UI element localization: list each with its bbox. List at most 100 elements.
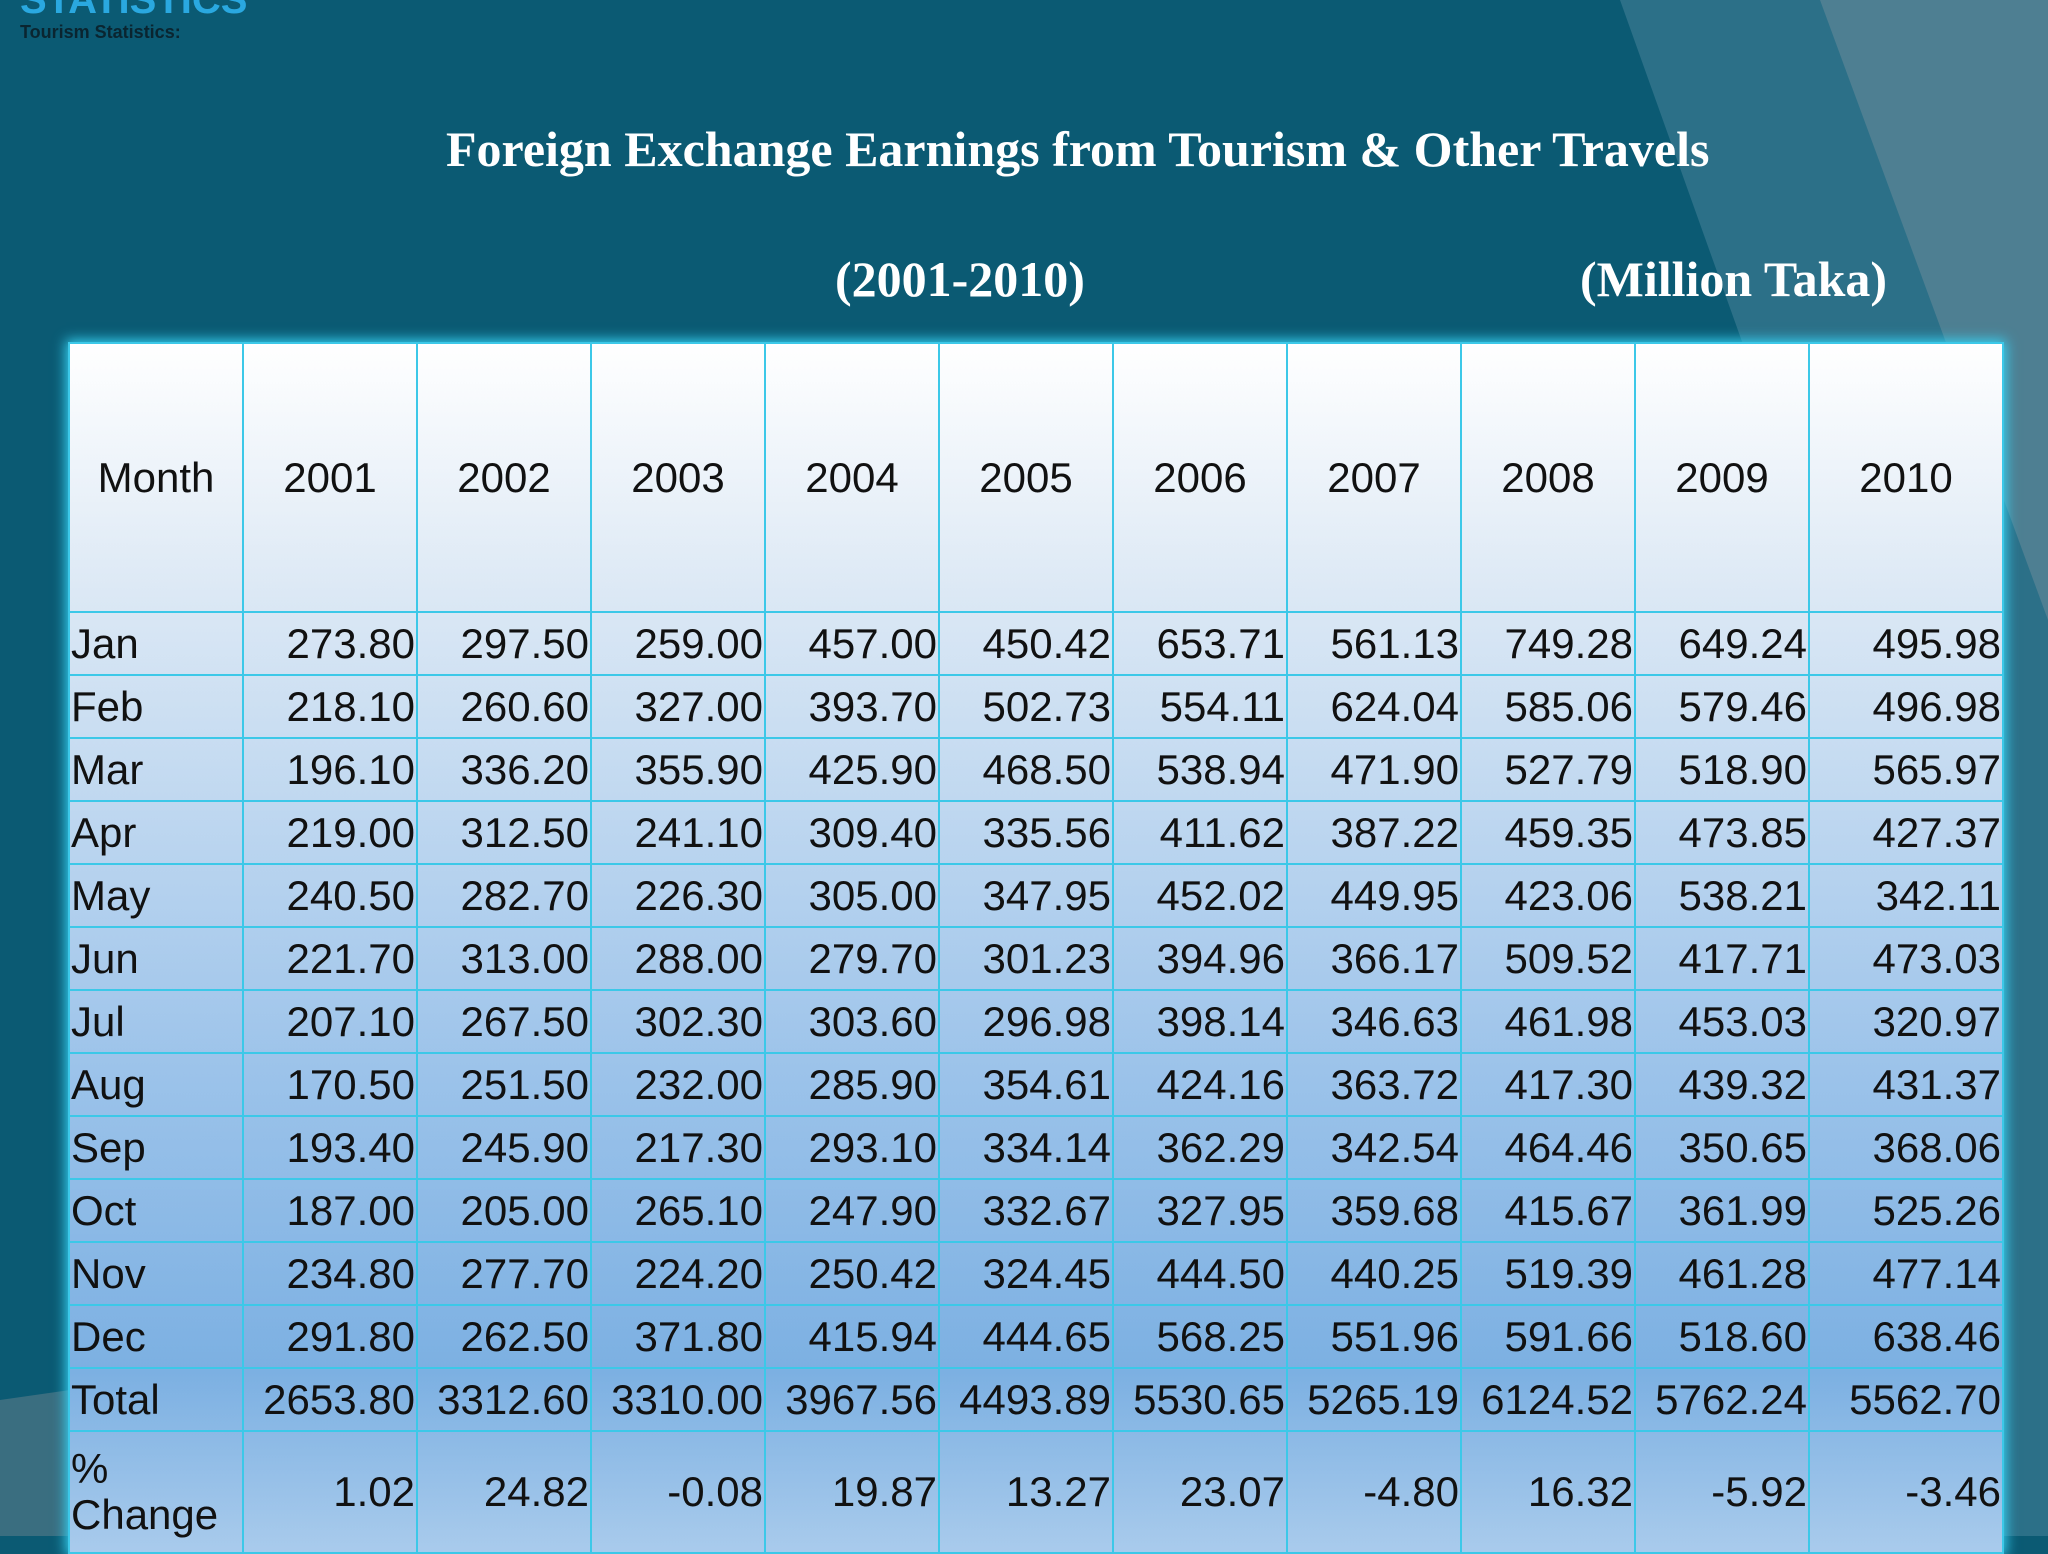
cell: 6124.52 [1460, 1367, 1636, 1432]
cell: 170.50 [242, 1052, 418, 1117]
cell: 2653.80 [242, 1367, 418, 1432]
title: Foreign Exchange Earnings from Tourism &… [446, 121, 1710, 177]
row-label: Feb [68, 674, 244, 739]
cell: 439.32 [1634, 1052, 1810, 1117]
cell: 303.60 [764, 989, 940, 1054]
row-label: Sep [68, 1115, 244, 1180]
cell: 346.63 [1286, 989, 1462, 1054]
data-row: Dec 291.80 262.50 371.80 415.94 444.65 568.25 5… [68, 1304, 2004, 1369]
data-row: Nov 234.80 277.70 224.20 250.42 324.45 444.50 4… [68, 1241, 2004, 1306]
cell: 518.60 [1634, 1304, 1810, 1369]
cell: 5530.65 [1112, 1367, 1288, 1432]
header-row: Month 2001 2002 2003 2004 2005 2006 2007 2008 200… [68, 342, 2004, 613]
cell: 312.50 [416, 800, 592, 865]
cell: 324.45 [938, 1241, 1114, 1306]
data-row: Apr 219.00 312.50 241.10 309.40 335.56 411.62 3… [68, 800, 2004, 865]
cell: 362.29 [1112, 1115, 1288, 1180]
row-label: Total [68, 1367, 244, 1432]
cell: 579.46 [1634, 674, 1810, 739]
cell: 473.85 [1634, 800, 1810, 865]
cell: 5762.24 [1634, 1367, 1810, 1432]
cell: 525.26 [1808, 1178, 2004, 1243]
cell: 502.73 [938, 674, 1114, 739]
row-label: Oct [68, 1178, 244, 1243]
cell: 417.71 [1634, 926, 1810, 991]
cell: 453.03 [1634, 989, 1810, 1054]
cell: 282.70 [416, 863, 592, 928]
header-cell: 2002 [416, 342, 592, 613]
cell: 302.30 [590, 989, 766, 1054]
cell: 359.68 [1286, 1178, 1462, 1243]
cell: 624.04 [1286, 674, 1462, 739]
cell: 277.70 [416, 1241, 592, 1306]
cell: 554.11 [1112, 674, 1288, 739]
cell: 509.52 [1460, 926, 1636, 991]
row-label: Nov [68, 1241, 244, 1306]
cell: 371.80 [590, 1304, 766, 1369]
cell: 250.42 [764, 1241, 940, 1306]
cell: 496.98 [1808, 674, 2004, 739]
cell: 393.70 [764, 674, 940, 739]
cell: 221.70 [242, 926, 418, 991]
cell: 366.17 [1286, 926, 1462, 991]
cell: 320.97 [1808, 989, 2004, 1054]
cell: 334.14 [938, 1115, 1114, 1180]
cell: 342.11 [1808, 863, 2004, 928]
row-label: Jun [68, 926, 244, 991]
cell: 387.22 [1286, 800, 1462, 865]
cell: 417.30 [1460, 1052, 1636, 1117]
subtitle: Tourism Statistics: [20, 22, 181, 42]
cell: 297.50 [416, 611, 592, 676]
cell: 538.21 [1634, 863, 1810, 928]
cell: 398.14 [1112, 989, 1288, 1054]
cell: -5.92 [1634, 1430, 1810, 1554]
cell: 251.50 [416, 1052, 592, 1117]
cell: 464.46 [1460, 1115, 1636, 1180]
cell: 519.39 [1460, 1241, 1636, 1306]
header-cell: 2003 [590, 342, 766, 613]
cell: 207.10 [242, 989, 418, 1054]
cell: 309.40 [764, 800, 940, 865]
data-row: Jul 207.10 267.50 302.30 303.60 296.98 398.14 3… [68, 989, 2004, 1054]
row-label: May [68, 863, 244, 928]
cell: 342.54 [1286, 1115, 1462, 1180]
cell: 450.42 [938, 611, 1114, 676]
header-cell: 2008 [1460, 342, 1636, 613]
cell: 368.06 [1808, 1115, 2004, 1180]
cell: 538.94 [1112, 737, 1288, 802]
cell: 4493.89 [938, 1367, 1114, 1432]
cell: 653.71 [1112, 611, 1288, 676]
row-label: % Change [68, 1430, 244, 1554]
data-row: Sep 193.40 245.90 217.30 293.10 334.14 362.29 3… [68, 1115, 2004, 1180]
cell: 301.23 [938, 926, 1114, 991]
header-cell: 2001 [242, 342, 418, 613]
row-label: Mar [68, 737, 244, 802]
header-cell: 2007 [1286, 342, 1462, 613]
cell: 291.80 [242, 1304, 418, 1369]
cell: -0.08 [590, 1430, 766, 1554]
cell: 247.90 [764, 1178, 940, 1243]
data-row: Total 2653.80 3312.60 3310.00 3967.56 4493.89… [68, 1367, 2004, 1432]
cell: 259.00 [590, 611, 766, 676]
cell: 444.50 [1112, 1241, 1288, 1306]
cell: 638.46 [1808, 1304, 2004, 1369]
cell: 423.06 [1460, 863, 1636, 928]
cell: 5562.70 [1808, 1367, 2004, 1432]
cell: 591.66 [1460, 1304, 1636, 1369]
cell: 473.03 [1808, 926, 2004, 991]
cell: 427.37 [1808, 800, 2004, 865]
data-row: Jun 221.70 313.00 288.00 279.70 301.23 394.96 3… [68, 926, 2004, 991]
cell: 1.02 [242, 1430, 418, 1554]
section-label: STATISTICS [20, 0, 248, 22]
cell: 394.96 [1112, 926, 1288, 991]
cell: 241.10 [590, 800, 766, 865]
cell: 440.25 [1286, 1241, 1462, 1306]
header-cell: 2006 [1112, 342, 1288, 613]
cell: 288.00 [590, 926, 766, 991]
header-cell: 2004 [764, 342, 940, 613]
cell: 468.50 [938, 737, 1114, 802]
header-cell: 2005 [938, 342, 1114, 613]
cell: 327.95 [1112, 1178, 1288, 1243]
data-row: Aug 170.50 251.50 232.00 285.90 354.61 424.16 3… [68, 1052, 2004, 1117]
